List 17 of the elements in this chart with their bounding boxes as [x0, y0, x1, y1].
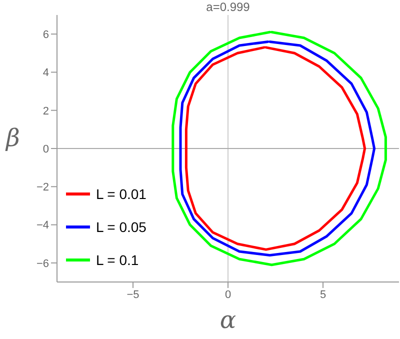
x-axis-title: α — [218, 306, 238, 334]
y-tick-label: 2 — [42, 105, 49, 118]
x-tick-label: 0 — [224, 288, 232, 301]
legend-label: L = 0.01 — [96, 186, 146, 202]
line-series — [172, 30, 387, 266]
y-tick-label: 0 — [42, 143, 49, 156]
y-tick-label: 4 — [42, 67, 49, 80]
y-tick-label: −6 — [36, 258, 49, 270]
y-tick-label: −2 — [36, 182, 49, 194]
chart-title: a=0.999 — [205, 0, 251, 14]
y-tick-label: −4 — [36, 220, 49, 232]
y-axis-title: β — [6, 124, 20, 152]
x-tick-label: 5 — [320, 288, 326, 301]
legend-label: L = 0.05 — [96, 218, 146, 234]
legend-label: L = 0.1 — [96, 252, 139, 268]
x-tick-label: −5 — [126, 288, 140, 301]
y-tick-label: 6 — [42, 28, 49, 41]
